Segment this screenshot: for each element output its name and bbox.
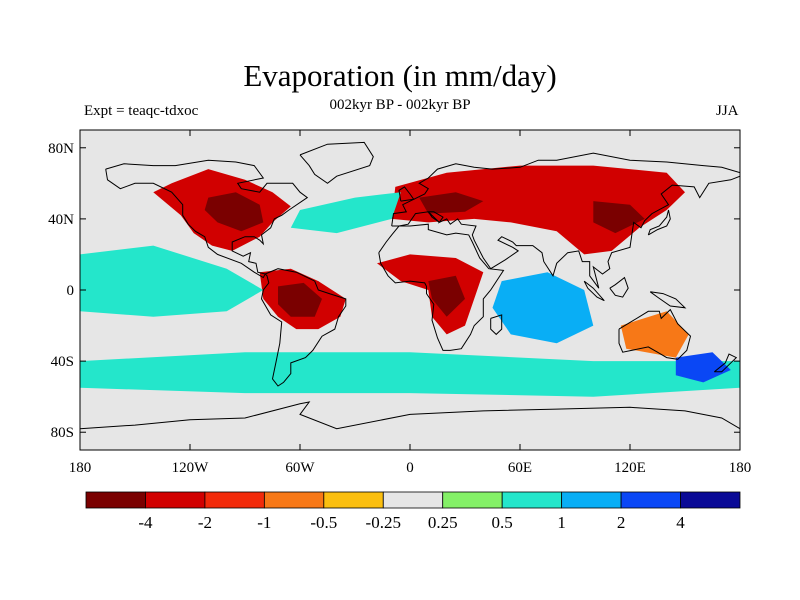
lon-tick-label: 60W <box>285 460 315 476</box>
coastline-japan <box>647 209 671 236</box>
colorbar-label: 0.5 <box>492 513 513 532</box>
region-pacific-wet-band <box>80 245 264 317</box>
coastline-new-guinea <box>649 291 687 309</box>
colorbar-swatch <box>204 491 265 509</box>
coastline-antarctica <box>80 401 740 430</box>
coastline-africa <box>378 223 505 351</box>
colorbar-label: -2 <box>198 513 212 532</box>
colorbar-label: -0.5 <box>310 513 337 532</box>
region-amazon-core <box>278 282 322 317</box>
lon-tick-label: 180 <box>69 460 92 476</box>
coastline-britain <box>398 186 415 202</box>
colorbar-swatch <box>263 491 325 509</box>
region-asia-core <box>593 201 645 234</box>
colorbar-label: 2 <box>617 513 626 532</box>
lat-tick-label: 80S <box>51 425 74 441</box>
coastline-australia <box>618 308 692 360</box>
region-southern-ocean-wet <box>80 352 740 397</box>
colorbar-swatch <box>501 491 563 509</box>
lat-tick-label: 80N <box>48 141 74 157</box>
region-africa-dry <box>377 254 484 335</box>
colorbar-swatch <box>680 491 741 509</box>
region-africa-core <box>428 275 465 317</box>
longitude-axis: 180 120W 60W 0 60E 120E 180 <box>69 130 752 476</box>
latitude-axis: 80N 40N 0 40S 80S <box>48 141 740 441</box>
colorbar-swatch <box>145 491 206 509</box>
region-indian-ocean-wet <box>492 272 594 344</box>
lat-tick-label: 0 <box>67 283 75 299</box>
colorbar-label: -0.25 <box>366 513 401 532</box>
coastline-sumatra <box>583 280 605 302</box>
colorbar-label: -4 <box>138 513 153 532</box>
coastline-eurasia <box>391 152 740 289</box>
region-north-atlantic-wet <box>290 192 401 234</box>
region-north-america-core <box>204 192 264 232</box>
chart-title: Evaporation (in mm/day) <box>243 58 557 93</box>
chart-subtitle: 002kyr BP - 002kyr BP <box>329 97 471 113</box>
colorbar-swatch <box>620 491 681 509</box>
colorbar-label: 0.25 <box>428 513 458 532</box>
coastline-new-zealand <box>713 353 738 373</box>
experiment-label: Expt = teaqc-tdxoc <box>84 103 199 119</box>
colorbar-swatch <box>561 491 622 509</box>
coastline-madagascar <box>490 314 503 336</box>
coastline-greenland <box>299 141 374 184</box>
region-tasman-wet <box>675 352 731 383</box>
lon-tick-label: 120W <box>172 460 210 476</box>
season-label: JJA <box>716 103 739 119</box>
coastline-north-america <box>105 159 309 279</box>
region-europe-core <box>419 192 484 214</box>
lat-tick-label: 40N <box>48 212 74 228</box>
coastline-borneo <box>609 276 629 298</box>
colorbar: -4 -2 -1 -0.5 -0.25 0.25 0.5 1 2 4 <box>85 491 741 532</box>
region-australia-dry <box>620 311 689 358</box>
lon-tick-label: 0 <box>406 460 414 476</box>
region-eurasia-dry <box>391 165 685 255</box>
colorbar-swatch <box>323 491 384 509</box>
colorbar-swatch <box>442 491 503 509</box>
colorbar-label: -1 <box>257 513 271 532</box>
colorbar-swatch <box>382 491 444 509</box>
lat-tick-label: 40S <box>51 354 74 370</box>
evaporation-field <box>80 165 740 397</box>
coastlines <box>80 141 740 430</box>
lon-tick-label: 180 <box>729 460 752 476</box>
lon-tick-label: 120E <box>614 460 646 476</box>
coastline-south-america <box>260 268 347 387</box>
colorbar-swatch <box>85 491 146 509</box>
colorbar-label: 1 <box>557 513 566 532</box>
lon-tick-label: 60E <box>508 460 532 476</box>
colorbar-label: 4 <box>676 513 685 532</box>
